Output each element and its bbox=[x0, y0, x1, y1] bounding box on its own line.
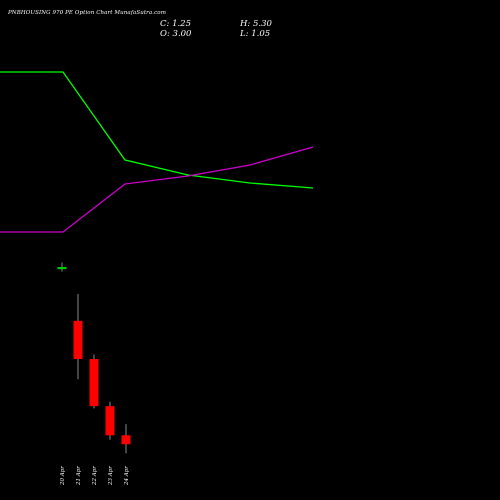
candle-body bbox=[73, 320, 83, 359]
indicator-line-2 bbox=[0, 146, 314, 233]
x-tick-label: 23 Apr bbox=[108, 466, 114, 486]
candle-body bbox=[121, 435, 131, 445]
chart-title: PNBHOUSING 970 PE Option Chart MunafaSut… bbox=[8, 10, 167, 16]
indicator-line-1 bbox=[0, 71, 314, 189]
high-value: H: 5.30 bbox=[240, 19, 272, 29]
candle-body bbox=[89, 359, 99, 407]
low-value: L: 1.05 bbox=[240, 29, 271, 39]
candle-body bbox=[57, 266, 67, 270]
x-tick-label: 24 Apr bbox=[124, 466, 130, 486]
x-tick-label: 22 Apr bbox=[92, 466, 98, 486]
candle-body bbox=[105, 406, 115, 436]
x-tick-label: 20 Apr bbox=[60, 466, 66, 486]
x-tick-label: 21 Apr bbox=[76, 466, 82, 486]
open-value: O: 3.00 bbox=[160, 29, 192, 39]
close-value: C: 1.25 bbox=[160, 19, 191, 29]
